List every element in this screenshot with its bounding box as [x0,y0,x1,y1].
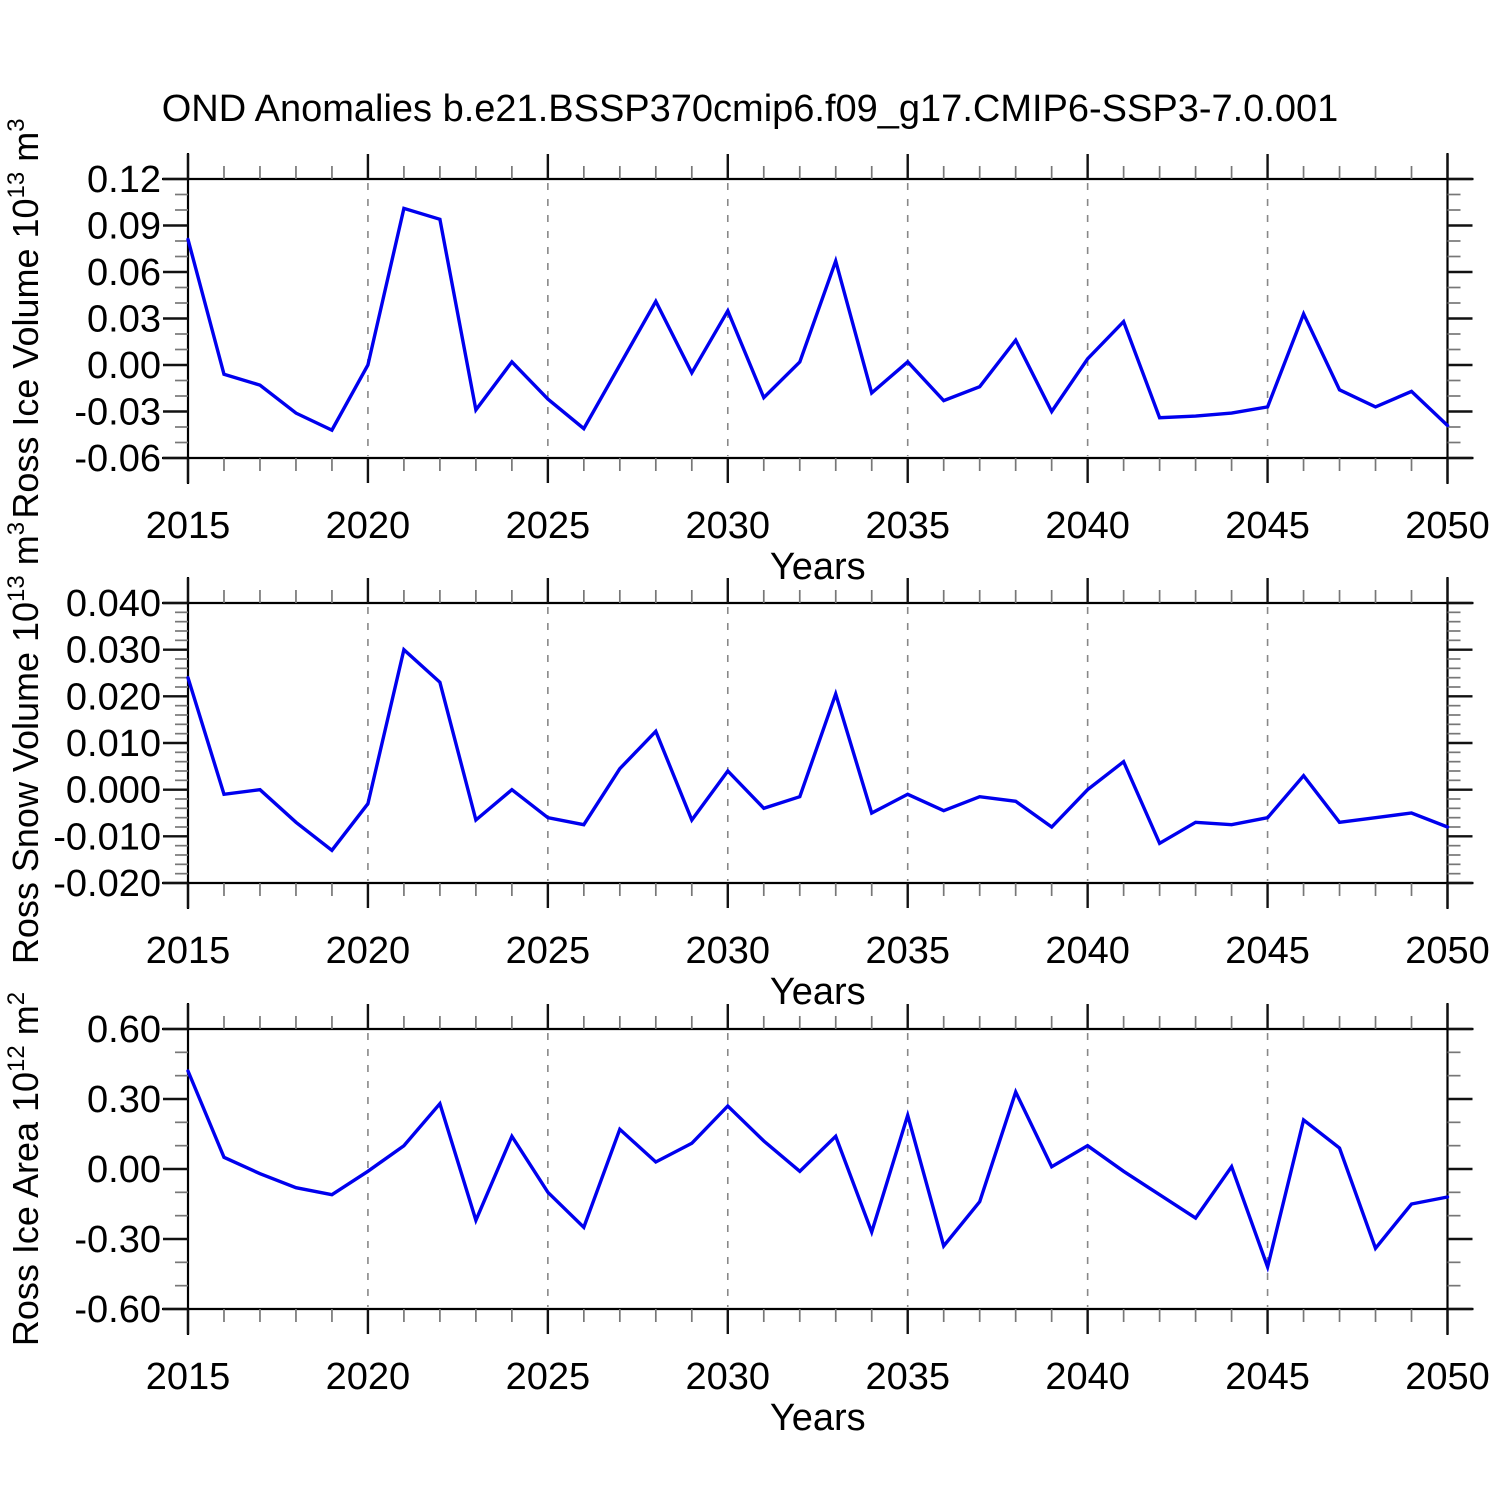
y-tick-label: -0.30 [74,1219,161,1261]
ross-ice-volume-series-line [186,206,1450,433]
y-axis-title: Ross Snow Volume 1013 m3 [3,522,46,964]
y-tick-label: -0.60 [74,1289,161,1331]
y-tick-label: 0.30 [87,1079,161,1121]
y-tick-label: 0.60 [87,1009,161,1051]
x-axis-title: Years [770,546,866,588]
y-tick-label: 0.010 [66,723,161,765]
x-tick-label: 2030 [686,505,771,547]
x-axis-title: Years [770,1397,866,1439]
x-tick-label: 2040 [1045,505,1130,547]
y-tick-label: 0.000 [66,770,161,812]
x-tick-label: 2035 [865,1356,950,1398]
ross-ice-area-plot: 0.60 0.30 0.00 -0.30 -0.60 2015 2020 2025 2030 20… [3,992,1490,1439]
y-tick-label: 0.00 [87,345,161,387]
y-tick-label: -0.06 [74,438,161,480]
y-tick-label: -0.03 [74,392,161,434]
chart-title: OND Anomalies b.e21.BSSP370cmip6.f09_g17… [161,88,1339,130]
x-tick-label: 2020 [326,930,411,972]
x-tick-label: 2045 [1225,1356,1310,1398]
x-tick-label: 2050 [1405,1356,1490,1398]
x-tick-label: 2045 [1225,505,1310,547]
y-tick-label: 0.09 [87,206,161,248]
x-tick-label: 2030 [686,930,771,972]
x-tick-label: 2020 [326,1356,411,1398]
x-tick-label: 2030 [686,1356,771,1398]
x-tick-label: 2025 [506,930,591,972]
y-axis-title: Ross Ice Volume 1013 m3 [3,118,46,518]
x-tick-label: 2035 [865,505,950,547]
x-tick-label: 2015 [146,930,231,972]
y-tick-label: 0.03 [87,299,161,341]
y-tick-label: 0.12 [87,159,161,201]
y-tick-label: -0.010 [53,816,161,858]
x-tick-label: 2015 [146,1356,231,1398]
x-tick-label: 2040 [1045,1356,1130,1398]
x-tick-label: 2045 [1225,930,1310,972]
x-tick-label: 2025 [506,1356,591,1398]
x-tick-label: 2020 [326,505,411,547]
ross-ice-volume-plot: 0.12 0.090.06 0.030.00 -0.03-0.06 2015 2020 20… [3,118,1490,588]
x-tick-label: 2025 [506,505,591,547]
y-tick-label: 0.020 [66,676,161,718]
y-axis-title: Ross Ice Area 1012 m2 [3,992,46,1346]
y-tick-label: 0.040 [66,583,161,625]
x-tick-label: 2035 [865,930,950,972]
x-tick-label: 2015 [146,505,231,547]
x-tick-label: 2050 [1405,930,1490,972]
ross-ice-area-series-line [186,1069,1450,1273]
x-tick-label: 2040 [1045,930,1130,972]
y-tick-label: -0.020 [53,863,161,905]
y-tick-label: 0.06 [87,252,161,294]
ross-snow-volume-series-line [186,646,1450,853]
x-axis-title: Years [770,971,866,1013]
y-tick-label: 0.030 [66,630,161,672]
y-tick-label: 0.00 [87,1149,161,1191]
x-tick-label: 2050 [1405,505,1490,547]
